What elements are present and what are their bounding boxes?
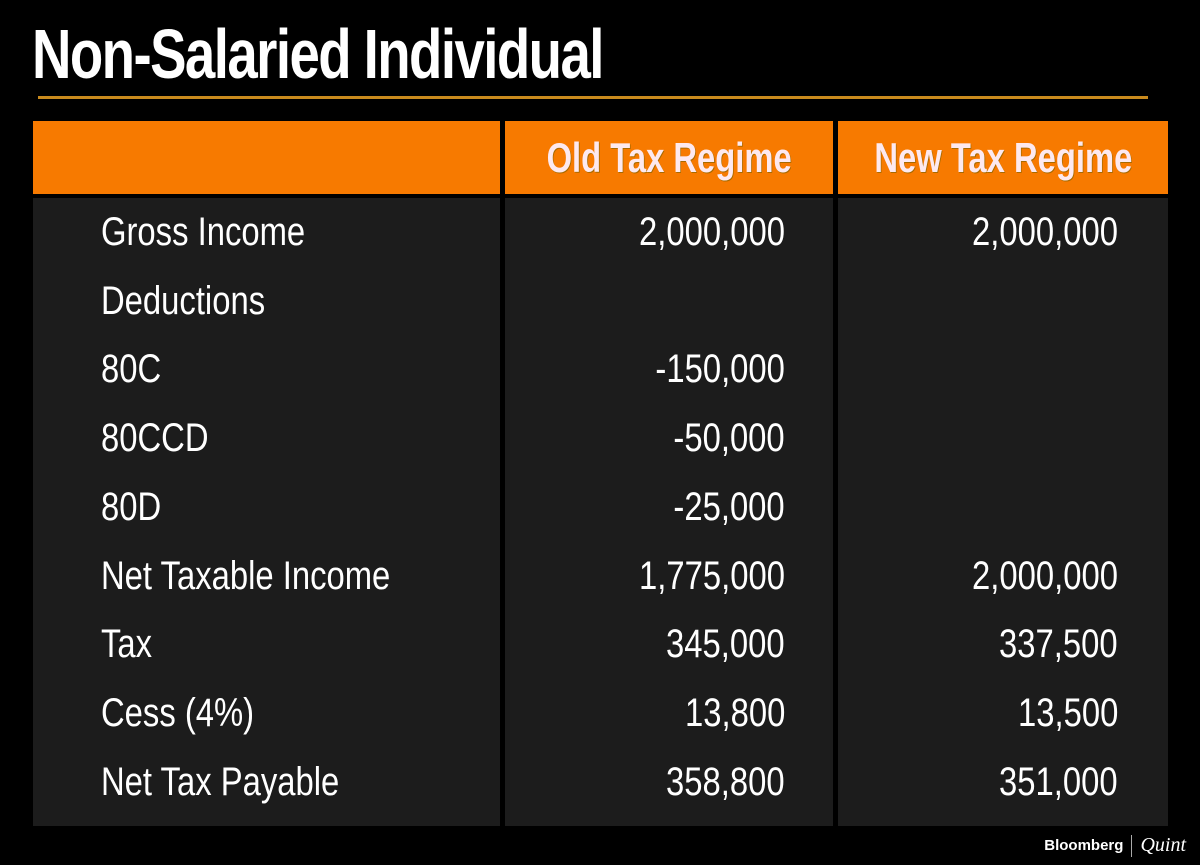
row-value-old: 13,800 [684,690,785,735]
row-value-old: 345,000 [666,622,785,667]
new-regime-column: 2,000,000 2,000,000 337,500 13,500 351,000 [838,198,1168,826]
row-label: Net Taxable Income [101,553,391,598]
row-label: Tax [101,622,153,667]
logo-separator [1131,834,1133,857]
header-new-regime: New Tax Regime [838,121,1168,194]
old-regime-column: 2,000,000 -150,000 -50,000 -25,000 1,775,000… [505,198,833,826]
label-column: Gross Income Deductions 80C 80CCD 80D Net Tax… [33,198,500,826]
row-label: Cess (4%) [101,690,255,735]
row-value-old: -150,000 [655,347,785,392]
row-label: Net Tax Payable [101,759,340,804]
row-label: 80C [101,347,162,392]
header-old-regime: Old Tax Regime [505,121,833,194]
row-label: 80D [101,484,162,529]
row-label: 80CCD [101,416,209,461]
row-value-old: 2,000,000 [639,210,785,254]
brand-logo: Bloomberg Quint [1044,834,1186,857]
row-value-new: 337,500 [999,622,1118,667]
header-blank [33,121,500,194]
row-value-new: 351,000 [999,759,1118,804]
row-value-old: 358,800 [666,759,785,804]
row-label: Deductions [101,278,266,323]
row-value-new: 13,500 [1017,690,1118,735]
row-value-new: 2,000,000 [972,210,1118,254]
row-value-new [838,473,1168,542]
row-value-old: -25,000 [673,484,785,529]
row-value-old [505,267,833,336]
quint-wordmark: Quint [1140,834,1186,856]
row-label: Gross Income [101,210,306,254]
page-title: Non-Salaried Individual [32,15,604,93]
tax-comparison-table: Old Tax Regime New Tax Regime Gross Inco… [33,121,1168,826]
row-value-old: -50,000 [673,416,785,461]
bloomberg-wordmark: Bloomberg [1044,837,1124,854]
row-value-new: 2,000,000 [972,553,1118,598]
row-value-new [838,404,1168,473]
row-value-new [838,267,1168,336]
row-value-old: 1,775,000 [639,553,785,598]
title-divider [38,96,1148,99]
row-value-new [838,335,1168,404]
